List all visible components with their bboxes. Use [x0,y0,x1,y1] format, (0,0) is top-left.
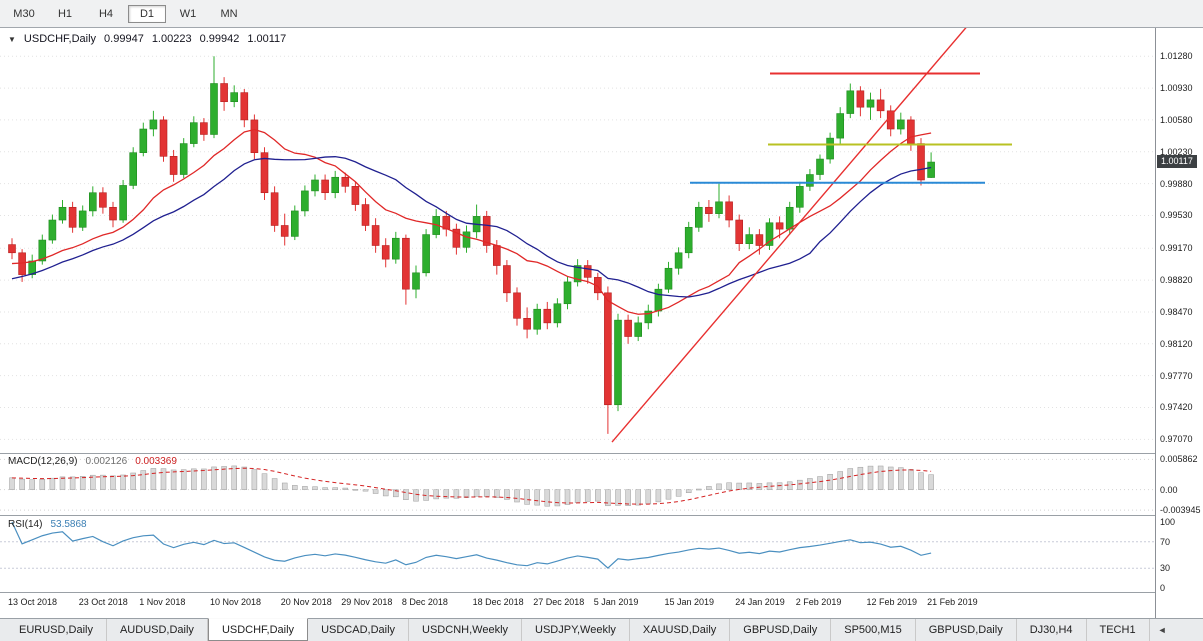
price-axis[interactable]: 1.01280 1.00930 1.00580 1.00230 0.99880 0.995… [1155,28,1203,618]
date-axis[interactable]: 13 Oct 2018 23 Oct 2018 1 Nov 2018 10 Nov 2… [0,592,1155,618]
macd-panel-canvas[interactable] [0,454,1155,515]
date-axis-label: 18 Dec 2018 [472,597,524,607]
chart-tab-xauusd[interactable]: XAUUSD,Daily [630,619,731,641]
date-axis-label: 21 Feb 2019 [927,597,978,607]
price-axis-label: 0.99530 [1160,210,1193,221]
date-axis-label: 8 Dec 2018 [401,597,448,607]
chart-tab-usdcad[interactable]: USDCAD,Daily [308,619,410,641]
price-axis-label: 0.97770 [1160,370,1193,381]
macd-axis-label: 0.005862 [1160,454,1198,465]
rsi-panel-canvas[interactable] [0,516,1155,592]
macd-main-value: 0.002126 [85,456,128,467]
date-axis-label: 2 Feb 2019 [795,597,842,607]
macd-panel-divider[interactable] [0,453,1203,454]
chart-tab-usdcnh[interactable]: USDCNH,Weekly [409,619,523,641]
timeframe-button-h1[interactable]: H1 [57,7,73,20]
ohlc-high-value: 1.00223 [151,33,192,45]
date-axis-label: 1 Nov 2018 [139,597,186,607]
timeframe-toolbar: M30 H1 H4 D1 W1 MN [0,0,1203,28]
date-axis-label: 10 Nov 2018 [210,597,262,607]
chart-tab-sp500[interactable]: SP500,M15 [831,619,916,641]
price-axis-label: 1.00580 [1160,114,1193,125]
macd-label: MACD(12,26,9) 0.002126 0.003369 [8,456,177,467]
date-axis-label: 24 Jan 2019 [735,597,785,607]
price-axis-label: 0.98820 [1160,275,1193,286]
price-axis-label: 1.01280 [1160,51,1193,62]
chart-tab-gbpusd[interactable]: GBPUSD,Daily [916,619,1017,641]
ohlc-low-value: 0.99942 [199,33,240,45]
chart-tab-usdchf[interactable]: USDCHF,Daily [207,618,309,641]
chart-tab-bar: EURUSD,Daily AUDUSD,Daily USDCHF,Daily USDC… [0,618,1203,641]
ohlc-close-value: 1.00117 [247,33,287,45]
current-price-badge: 1.00117 [1157,155,1197,169]
date-axis-label: 13 Oct 2018 [8,597,58,607]
rsi-panel-divider[interactable] [0,515,1203,516]
rsi-axis-label: 30 [1160,563,1171,574]
chart-title: ▼ USDCHF,Daily 0.99947 1.00223 0.99942 1… [8,33,286,45]
tab-scroll-left-icon[interactable]: ◄ [1157,625,1167,635]
chart-tab-audusd[interactable]: AUDUSD,Daily [107,619,208,641]
macd-name: MACD(12,26,9) [8,456,78,467]
price-axis-label: 0.99170 [1160,243,1193,254]
price-axis-label: 0.98120 [1160,338,1193,349]
rsi-name: RSI(14) [8,519,43,530]
timeframe-button-w1[interactable]: W1 [179,7,197,20]
ohlc-open-value: 0.99947 [104,33,144,45]
date-axis-divider[interactable] [0,592,1203,593]
chart-tab-dj30[interactable]: DJ30,H4 [1017,619,1087,641]
chart-tab-eurusd[interactable]: EURUSD,Daily [6,619,107,641]
date-axis-label: 20 Nov 2018 [280,597,332,607]
macd-axis-label: -0.003945 [1160,505,1201,516]
chart-tab-gbpusd[interactable]: GBPUSD,Daily [730,619,832,641]
timeframe-button-m30[interactable]: M30 [13,7,35,20]
date-axis-label: 12 Feb 2019 [866,597,918,607]
symbol-dropdown-icon[interactable]: ▼ [8,34,16,44]
macd-axis-label: 0.00 [1160,484,1178,495]
date-axis-label: 29 Nov 2018 [341,597,393,607]
rsi-axis-label: 100 [1160,517,1176,527]
rsi-axis-label: 0 [1160,583,1166,593]
rsi-value: 53.5868 [50,519,87,530]
price-chart-canvas[interactable] [0,28,1155,453]
price-axis-label: 0.97070 [1160,434,1193,445]
price-axis-label: 0.99880 [1160,178,1193,189]
price-axis-label: 1.00230 [1160,146,1193,157]
macd-signal-value: 0.003369 [135,456,177,467]
date-axis-label: 23 Oct 2018 [78,597,128,607]
chart-tab-usdjpy[interactable]: USDJPY,Weekly [522,619,630,641]
date-axis-label: 5 Jan 2019 [593,597,639,607]
timeframe-button-d1[interactable]: D1 [128,4,166,23]
date-axis-label: 15 Jan 2019 [664,597,715,607]
date-axis-label: 27 Dec 2018 [533,597,585,607]
rsi-axis-label: 70 [1160,536,1171,547]
timeframe-button-h4[interactable]: H4 [98,7,114,20]
price-axis-label: 0.97420 [1160,402,1193,413]
rsi-label: RSI(14) 53.5868 [8,519,87,530]
chart-tab-tech1[interactable]: TECH1 [1087,619,1150,641]
price-axis-label: 0.98470 [1160,306,1193,317]
chart-symbol-label: USDCHF,Daily [23,33,97,45]
price-axis-label: 1.00930 [1160,83,1193,94]
timeframe-button-mn[interactable]: MN [220,7,238,20]
